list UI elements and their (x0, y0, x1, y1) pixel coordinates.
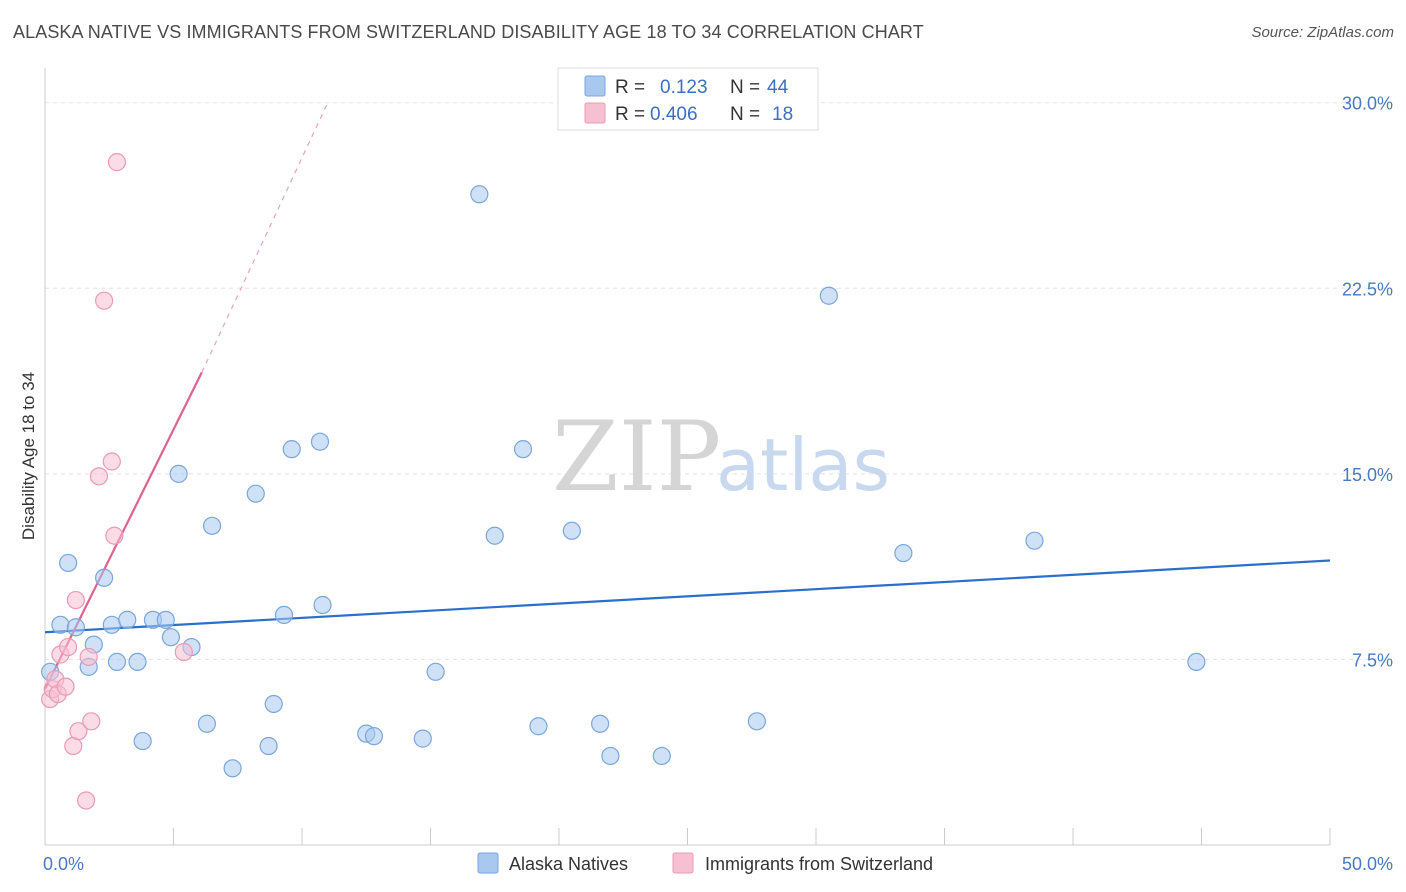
x-tick-labels: 0.0% 50.0% (43, 854, 1393, 874)
point-alaska-natives (819, 286, 838, 305)
point-alaska-natives (313, 595, 332, 615)
point-immigrants-switzerland (107, 153, 127, 172)
point-alaska-natives (169, 464, 188, 483)
chart-source: Source: ZipAtlas.com (1251, 24, 1394, 41)
point-alaska-natives (310, 432, 330, 451)
point-immigrants-switzerland (66, 590, 85, 610)
y-tick-labels: 7.5% 15.0% 22.5% 30.0% (1342, 94, 1393, 671)
x-tick-label: 50.0% (1342, 854, 1393, 874)
point-immigrants-switzerland (59, 637, 78, 657)
point-alaska-natives (1025, 531, 1044, 550)
legend-label-alaska-natives: Alaska Natives (509, 854, 628, 874)
point-immigrants-switzerland (69, 722, 88, 741)
y-tick-label: 22.5% (1342, 279, 1393, 299)
y-tick-label: 30.0% (1342, 94, 1393, 114)
point-alaska-natives (264, 694, 283, 714)
legend-r-label: R = (615, 104, 645, 125)
point-alaska-natives (118, 610, 137, 629)
legend-n-value-alaska: 44 (767, 77, 789, 98)
data-points (41, 153, 1206, 810)
point-alaska-natives (259, 736, 278, 756)
point-alaska-natives (197, 714, 217, 733)
x-tick-label: 0.0% (43, 854, 84, 874)
legend-swatch-alaska-natives (477, 852, 499, 874)
point-immigrants-switzerland (79, 647, 98, 667)
point-immigrants-switzerland (102, 452, 121, 471)
legend-swatch-immigrants-switzerland (672, 852, 694, 874)
point-immigrants-switzerland (105, 526, 124, 545)
legend-swatch-alaska (584, 75, 606, 97)
point-alaska-natives (485, 526, 504, 545)
point-alaska-natives (470, 185, 489, 204)
point-alaska-natives (161, 628, 181, 647)
point-alaska-natives (66, 618, 85, 637)
point-alaska-natives (894, 543, 913, 563)
point-alaska-natives (202, 516, 222, 535)
point-alaska-natives (128, 652, 147, 672)
point-alaska-natives (413, 729, 432, 748)
point-alaska-natives (274, 605, 294, 625)
watermark-atlas: atlas (716, 423, 890, 507)
legend-r-label: R = (615, 77, 645, 98)
point-alaska-natives (282, 440, 301, 459)
trend-line-dashed-1 (201, 102, 329, 373)
point-immigrants-switzerland (174, 642, 193, 662)
series-legend: Alaska Natives Immigrants from Switzerla… (477, 852, 933, 874)
point-alaska-natives (601, 746, 620, 766)
point-immigrants-switzerland (77, 791, 96, 810)
point-alaska-natives (133, 731, 152, 751)
point-immigrants-switzerland (89, 467, 109, 486)
watermark-zip: ZIP (552, 401, 721, 513)
point-alaska-natives (95, 568, 114, 587)
legend-label-immigrants-switzerland: Immigrants from Switzerland (705, 854, 933, 874)
y-axis-label: Disability Age 18 to 34 (19, 372, 38, 540)
point-alaska-natives (426, 662, 445, 681)
point-alaska-natives (102, 615, 121, 634)
legend-n-label: N = (730, 104, 760, 125)
trend-lines (44, 102, 1331, 690)
watermark: ZIP atlas (552, 401, 890, 513)
legend-r-value-alaska: 0.123 (660, 77, 708, 98)
point-alaska-natives (1187, 652, 1206, 672)
point-alaska-natives (591, 714, 610, 733)
point-alaska-natives (51, 615, 70, 634)
point-alaska-natives (529, 717, 548, 736)
point-alaska-natives (223, 759, 242, 778)
legend-n-value-swiss: 18 (772, 104, 793, 125)
trend-line-0 (44, 559, 1331, 634)
chart-title: ALASKA NATIVE VS IMMIGRANTS FROM SWITZER… (13, 22, 924, 42)
y-tick-label: 15.0% (1342, 465, 1393, 485)
point-immigrants-switzerland (56, 677, 75, 696)
point-immigrants-switzerland (95, 291, 114, 310)
axes (44, 68, 1331, 846)
correlation-legend: R = 0.123 N = 44 R = 0.406 N = 18 (557, 67, 819, 131)
point-alaska-natives (747, 712, 766, 731)
point-alaska-natives (364, 727, 384, 746)
point-immigrants-switzerland (82, 712, 101, 731)
point-alaska-natives (246, 484, 265, 503)
trend-line-1 (44, 371, 203, 690)
point-alaska-natives (59, 553, 78, 573)
point-alaska-natives (156, 610, 175, 629)
legend-r-value-swiss: 0.406 (650, 104, 698, 125)
point-alaska-natives (513, 440, 533, 459)
point-alaska-natives (107, 652, 127, 672)
legend-n-label: N = (730, 77, 760, 98)
y-tick-label: 7.5% (1352, 650, 1393, 670)
point-alaska-natives (652, 746, 671, 766)
legend-swatch-swiss (584, 102, 606, 124)
gridlines (45, 102, 1392, 660)
point-alaska-natives (562, 521, 581, 540)
